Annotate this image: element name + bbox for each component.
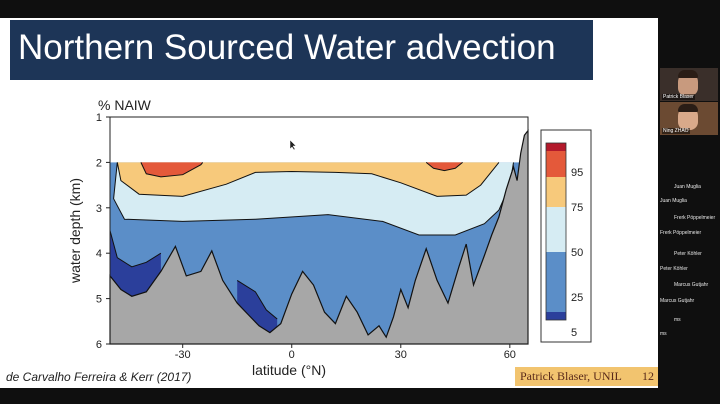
participants-panel: Patrick Blaser Ning ZHAO Juan Muglia Juan M…: [658, 18, 720, 404]
naiw-section-chart: -30 0 30 60 1 2 3 4 5 6 % NAIW latitude (°N) water d…: [67, 97, 592, 378]
presentation-slide: Northern Sourced Water advection -30 0 30 6…: [0, 18, 658, 388]
participant-list-name[interactable]: Peter Köhler: [660, 266, 688, 272]
participant-video-tile[interactable]: Patrick Blaser: [660, 68, 718, 101]
citation-text: de Carvalho Ferreira & Kerr (2017): [6, 370, 192, 384]
footer-author: Patrick Blaser, UNIL: [520, 369, 622, 383]
colorbar-label: 75: [571, 202, 583, 214]
x-tick-label: 30: [395, 349, 407, 361]
x-tick-label: 60: [504, 349, 516, 361]
participant-hair: [678, 104, 698, 112]
colorbar-label: 25: [571, 292, 583, 304]
x-axis-label: latitude (°N): [252, 362, 326, 378]
participant-list-name[interactable]: ms: [674, 317, 681, 323]
participant-video-tile[interactable]: Ning ZHAO: [660, 102, 718, 135]
colorbar-swatch-4: [546, 151, 566, 177]
participant-hair: [678, 70, 698, 78]
colorbar-swatch-1: [546, 252, 566, 312]
colorbar-swatch-5: [546, 143, 566, 151]
y-tick-label: 6: [96, 339, 102, 351]
seafloor-topography: [109, 128, 529, 345]
participant-name: Patrick Blaser: [662, 94, 695, 100]
colorbar-label: 5: [571, 327, 577, 339]
y-axis-label: water depth (km): [67, 178, 83, 284]
participant-list-name[interactable]: Juan Muglia: [660, 198, 687, 204]
participant-name: Ning ZHAO: [662, 128, 690, 134]
contour-line-75-0: [140, 162, 204, 178]
y-tick-label: 2: [96, 157, 102, 169]
x-tick-label: -30: [175, 349, 191, 361]
y-tick-label: 5: [96, 294, 102, 306]
slide-title: Northern Sourced Water advection: [18, 28, 556, 67]
y-tick-label: 1: [96, 112, 102, 124]
contour-line-5-5: [236, 279, 278, 320]
y-tick-label: 3: [96, 203, 102, 215]
participant-face: [678, 106, 698, 130]
x-tick-label: 0: [289, 349, 295, 361]
participant-list-name[interactable]: Frerk Pöppelmeier: [674, 215, 716, 221]
colorbar-swatch-3: [546, 177, 566, 207]
participant-list-name[interactable]: ms: [660, 331, 667, 337]
participant-list-name[interactable]: Peter Köhler: [674, 251, 702, 257]
participant-list-name[interactable]: Marcus Gutjahr: [660, 298, 695, 304]
layer-75-95-south: [140, 162, 203, 177]
slide-title-bar: Northern Sourced Water advection: [10, 20, 593, 80]
colorbar-outline: [545, 142, 567, 321]
chart-title: % NAIW: [98, 97, 152, 113]
contour-line-50-2: [116, 162, 500, 197]
colorbar-label: 50: [571, 247, 583, 259]
mouse-cursor-icon: [289, 139, 297, 151]
participant-list-name[interactable]: Marcus Gutjahr: [674, 282, 709, 288]
slide-footer: Patrick Blaser, UNIL 12: [515, 367, 658, 386]
y-tick-label: 4: [96, 248, 102, 260]
contour-line-5-4: [109, 230, 162, 268]
plot-frame: [109, 116, 529, 345]
colorbar-label: 95: [571, 167, 583, 179]
footer-page-number: 12: [642, 369, 654, 383]
contour-line-25-3: [113, 162, 514, 236]
contour-line-75-1: [425, 162, 463, 172]
participant-list-name[interactable]: Frerk Pöppelmeier: [660, 230, 702, 236]
colorbar-swatch-2: [546, 207, 566, 252]
colorbar-swatch-0: [546, 312, 566, 320]
participant-list-name[interactable]: Juan Muglia: [674, 184, 701, 190]
participant-face: [678, 72, 698, 96]
